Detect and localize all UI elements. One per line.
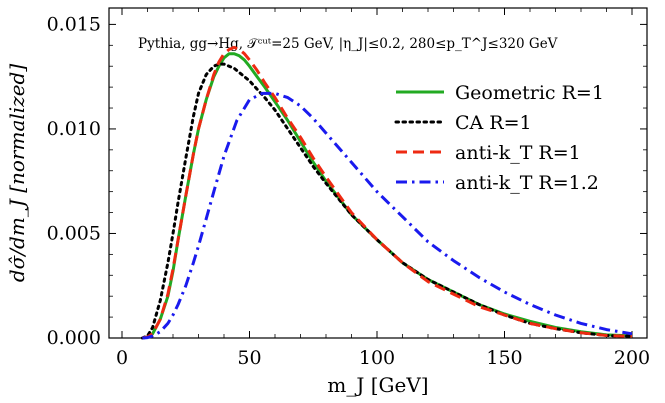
- plot-frame: [108, 7, 648, 339]
- x-tick-label: 150: [486, 347, 522, 369]
- x-tick-label: 0: [116, 347, 128, 369]
- series-line-2: [142, 45, 633, 340]
- series-line-0: [142, 52, 633, 340]
- plot-annotation: Pythia, gg→Hg, 𝒯ᶜᵘᵗ=25 GeV, |η_J|≤0.2, 2…: [138, 36, 558, 52]
- legend-label-2: anti-k_T R=1: [455, 142, 581, 164]
- y-tick-label: 0.000: [47, 327, 101, 349]
- y-tick-label: 0.005: [47, 222, 101, 244]
- y-axis-title: dσ̂/dm_J [normalized]: [5, 64, 29, 282]
- series-line-3: [142, 91, 633, 340]
- y-tick-label: 0.015: [47, 13, 101, 35]
- series-line-1: [140, 62, 634, 340]
- legend-label-0: Geometric R=1: [455, 82, 604, 104]
- x-tick-label: 50: [237, 347, 261, 369]
- x-tick-label: 100: [359, 347, 395, 369]
- legend-label-3: anti-k_T R=1.2: [455, 172, 599, 194]
- x-axis-title: m_J [GeV]: [327, 373, 428, 397]
- y-tick-label: 0.010: [47, 118, 101, 140]
- legend-label-1: CA R=1: [455, 112, 532, 134]
- x-tick-label: 200: [614, 347, 650, 369]
